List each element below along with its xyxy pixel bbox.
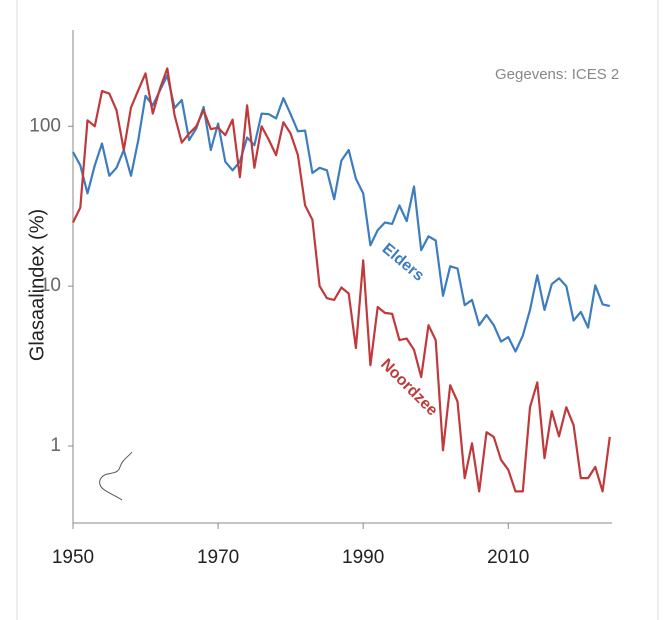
x-tick-label: 2010 — [487, 547, 529, 568]
panel — [17, 0, 658, 620]
chart: Gegevens: ICES 2 Elders Noordzee 110100G… — [0, 0, 670, 620]
x-tick-label: 1990 — [342, 547, 384, 568]
source-note: Gegevens: ICES 2 — [495, 66, 619, 83]
y-tick-label: 1 — [50, 435, 61, 456]
y-tick-label: 100 — [29, 115, 61, 136]
y-axis-label: Glasaalindex (%) — [26, 209, 48, 361]
x-tick-label: 1950 — [52, 547, 94, 568]
x-tick-label: 1970 — [197, 547, 239, 568]
